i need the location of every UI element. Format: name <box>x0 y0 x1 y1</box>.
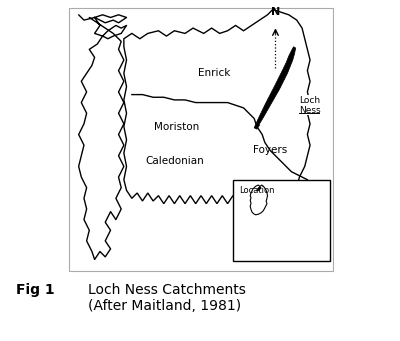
Text: N: N <box>271 8 280 17</box>
Text: Fig 1: Fig 1 <box>16 283 55 297</box>
Text: Location: Location <box>240 186 275 195</box>
Text: Loch Ness Catchments
(After Maitland, 1981): Loch Ness Catchments (After Maitland, 19… <box>88 283 246 313</box>
Polygon shape <box>257 187 261 191</box>
Polygon shape <box>254 47 296 129</box>
Text: Caledonian: Caledonian <box>145 156 204 166</box>
Text: Enrick: Enrick <box>198 68 230 78</box>
Text: Foyers: Foyers <box>253 146 287 155</box>
Bar <box>233 180 330 261</box>
Text: Loch
Ness: Loch Ness <box>299 95 320 115</box>
Text: Moriston: Moriston <box>154 121 200 132</box>
